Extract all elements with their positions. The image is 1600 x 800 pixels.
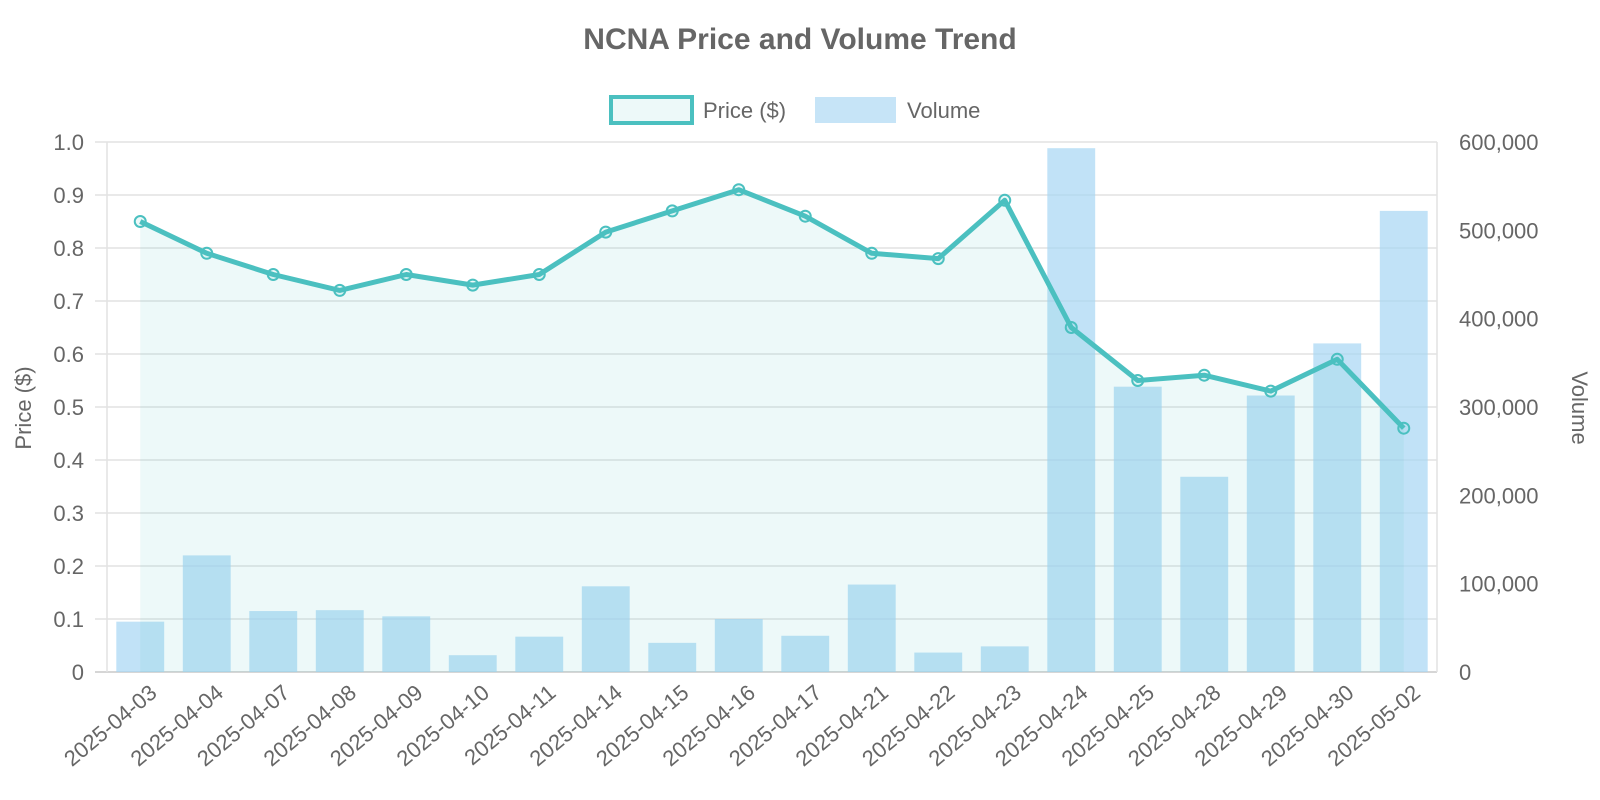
- price-point[interactable]: [333, 283, 347, 297]
- price-line-layer: [133, 183, 1411, 672]
- volume-bar[interactable]: [847, 584, 896, 672]
- price-point[interactable]: [798, 209, 812, 223]
- price-point[interactable]: [399, 268, 413, 281]
- volume-bar[interactable]: [914, 652, 963, 672]
- price-point[interactable]: [466, 278, 480, 292]
- price-point[interactable]: [998, 193, 1012, 207]
- left-tick-label: 0.2: [53, 554, 84, 579]
- right-tick-label: 600,000: [1459, 130, 1539, 155]
- legend-label-volume[interactable]: Volume: [907, 98, 980, 123]
- price-point[interactable]: [1397, 421, 1411, 435]
- volume-bar[interactable]: [1180, 476, 1229, 672]
- left-tick-label: 0.7: [53, 289, 84, 314]
- right-tick-label: 200,000: [1459, 483, 1539, 508]
- left-tick-label: 0.8: [53, 236, 84, 261]
- volume-bar[interactable]: [714, 619, 763, 672]
- left-tick-label: 1.0: [53, 130, 84, 155]
- right-axis-ticks: 0 100,000 200,000 300,000 400,000 500,000 600,…: [1459, 130, 1539, 685]
- price-point[interactable]: [266, 268, 280, 281]
- right-axis-title: Volume: [1567, 371, 1592, 444]
- price-point[interactable]: [1131, 374, 1145, 387]
- chart-title: NCNA Price and Volume Trend: [583, 23, 1016, 56]
- price-point[interactable]: [1330, 352, 1344, 366]
- volume-bar[interactable]: [315, 610, 364, 672]
- right-tick-label: 300,000: [1459, 395, 1539, 420]
- legend-swatch-volume: [815, 97, 896, 123]
- volume-bar[interactable]: [116, 621, 165, 672]
- price-point[interactable]: [931, 252, 945, 266]
- price-point[interactable]: [599, 225, 613, 239]
- volume-bar[interactable]: [1313, 343, 1362, 672]
- price-point[interactable]: [732, 183, 746, 197]
- volume-bar[interactable]: [182, 555, 231, 672]
- x-axis-ticks: 2025-04-032025-04-042025-04-072025-04-08…: [59, 680, 1425, 771]
- volume-bar[interactable]: [249, 611, 298, 672]
- price-line: [139, 187, 1406, 430]
- price-point[interactable]: [133, 215, 147, 228]
- volume-bar[interactable]: [448, 655, 497, 672]
- price-point[interactable]: [532, 268, 546, 281]
- volume-bars: [116, 148, 1428, 672]
- price-area: [140, 189, 1404, 672]
- volume-bar[interactable]: [382, 616, 431, 672]
- left-axis-ticks: 0 0.1 0.2 0.3 0.4 0.5 0.6 0.7 0.8 0.9 1.0: [53, 130, 84, 685]
- volume-bar[interactable]: [781, 635, 830, 672]
- volume-bar[interactable]: [648, 642, 697, 672]
- price-point[interactable]: [200, 246, 214, 260]
- left-tick-label: 0.3: [53, 501, 84, 526]
- price-point[interactable]: [1064, 321, 1078, 334]
- left-tick-label: 0.4: [53, 448, 84, 473]
- right-tick-label: 100,000: [1459, 572, 1539, 597]
- right-tick-label: 500,000: [1459, 218, 1539, 243]
- left-tick-label: 0.5: [53, 395, 84, 420]
- left-axis-title: Price ($): [11, 366, 36, 449]
- volume-bar[interactable]: [515, 636, 564, 672]
- right-tick-label: 400,000: [1459, 307, 1539, 332]
- volume-bar[interactable]: [1246, 395, 1295, 672]
- price-point[interactable]: [1264, 384, 1278, 398]
- price-point[interactable]: [865, 246, 879, 260]
- volume-bar[interactable]: [1113, 386, 1162, 672]
- left-tick-label: 0.6: [53, 342, 84, 367]
- grid: [95, 141, 1438, 673]
- price-point[interactable]: [665, 204, 679, 218]
- legend: Price ($) Volume: [609, 95, 980, 125]
- price-point[interactable]: [1197, 368, 1211, 382]
- left-tick-label: 0: [72, 660, 84, 685]
- volume-bar[interactable]: [1379, 210, 1428, 672]
- legend-label-price[interactable]: Price ($): [703, 98, 786, 123]
- left-tick-label: 0.1: [53, 607, 84, 632]
- legend-swatch-price: [609, 95, 694, 125]
- left-tick-label: 0.9: [53, 183, 84, 208]
- volume-bar[interactable]: [581, 586, 630, 672]
- volume-bar[interactable]: [1047, 148, 1096, 672]
- volume-bar[interactable]: [980, 646, 1029, 672]
- right-tick-label: 0: [1459, 660, 1471, 685]
